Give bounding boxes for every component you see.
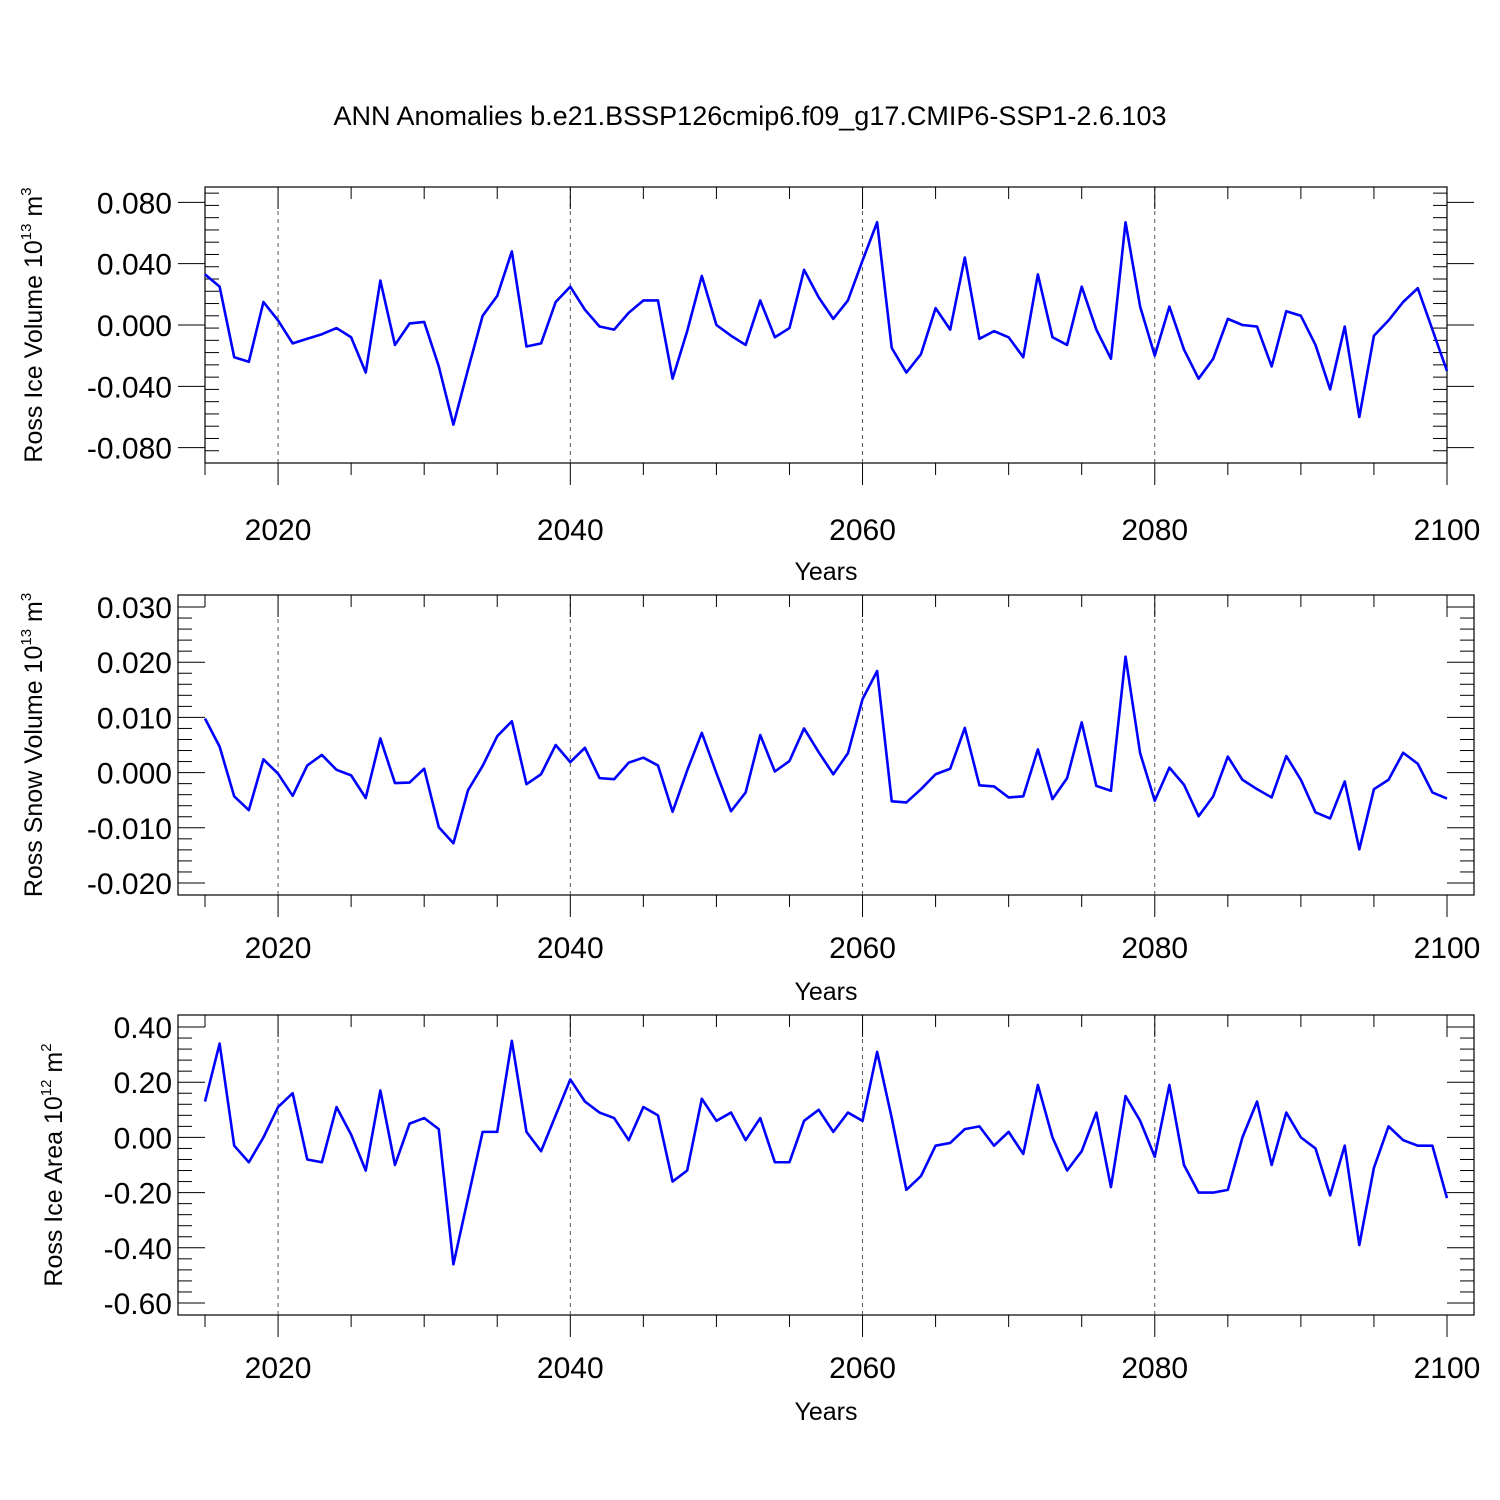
y-tick-label: 0.000 — [97, 758, 172, 791]
x-tick-label: 2100 — [1414, 932, 1481, 965]
ross-ice-volume-panel: 2020 2040 2060 2080 2100 -0.080 -0.040 0.000 0.0… — [18, 186, 1481, 586]
ross-ice-area-panel: 2020 2040 2060 2080 2100 -0.60 -0.40 -0.20 0.00 0… — [38, 1012, 1480, 1426]
y-tick-label: 0.030 — [97, 592, 172, 625]
y-tick-label: 0.040 — [97, 249, 172, 282]
x-tick-label: 2040 — [537, 1352, 604, 1385]
x-tick-label: 2060 — [829, 932, 896, 965]
ross-snow-volume-frame — [177, 594, 1475, 896]
x-tick-label: 2080 — [1121, 932, 1188, 965]
y-axis-label: Ross Ice Area 1012 m2 — [38, 1043, 68, 1286]
ross-snow-volume-panel: 2020 2040 2060 2080 2100 -0.020 -0.010 0.000 0.0… — [18, 592, 1480, 1006]
ross-ice-area-series-line — [203, 1039, 1449, 1266]
y-tick-label: -0.020 — [87, 868, 172, 901]
x-tick-label: 2080 — [1121, 1352, 1188, 1385]
x-tick-label: 2060 — [829, 514, 896, 547]
x-axis-label: Years — [794, 978, 857, 1006]
y-tick-label: -0.40 — [104, 1233, 172, 1266]
x-tick-label: 2100 — [1414, 514, 1481, 547]
y-tick-label: 0.20 — [114, 1067, 172, 1100]
y-tick-label: -0.040 — [87, 371, 172, 404]
x-tick-label: 2080 — [1121, 514, 1188, 547]
y-tick-label: 0.40 — [114, 1012, 172, 1045]
x-tick-label: 2020 — [245, 514, 312, 547]
y-tick-label: -0.080 — [87, 433, 172, 466]
y-tick-label: -0.20 — [104, 1178, 172, 1211]
y-tick-label: -0.010 — [87, 813, 172, 846]
y-axis-label: Ross Snow Volume 1013 m3 — [18, 593, 48, 897]
y-tick-label: 0.000 — [97, 310, 172, 343]
chart-title: ANN Anomalies b.e21.BSSP126cmip6.f09_g17… — [334, 101, 1167, 131]
x-tick-label: 2020 — [245, 1352, 312, 1385]
y-tick-label: 0.080 — [97, 187, 172, 220]
x-tick-label: 2020 — [245, 932, 312, 965]
x-tick-label: 2040 — [537, 932, 604, 965]
y-axis-label: Ross Ice Volume 1013 m3 — [18, 187, 48, 462]
y-tick-label: -0.60 — [104, 1288, 172, 1321]
x-axis-label: Years — [794, 1398, 857, 1426]
ross-ice-area-frame — [177, 1014, 1475, 1316]
ross-ice-volume-series-line — [204, 220, 1449, 426]
ross-snow-volume-series-line — [203, 655, 1448, 851]
x-tick-label: 2060 — [829, 1352, 896, 1385]
x-tick-label: 2100 — [1414, 1352, 1481, 1385]
y-tick-label: 0.00 — [114, 1122, 172, 1155]
x-axis-label: Years — [794, 558, 857, 586]
x-tick-label: 2040 — [537, 514, 604, 547]
y-tick-label: 0.020 — [97, 647, 172, 680]
y-tick-label: 0.010 — [97, 702, 172, 735]
